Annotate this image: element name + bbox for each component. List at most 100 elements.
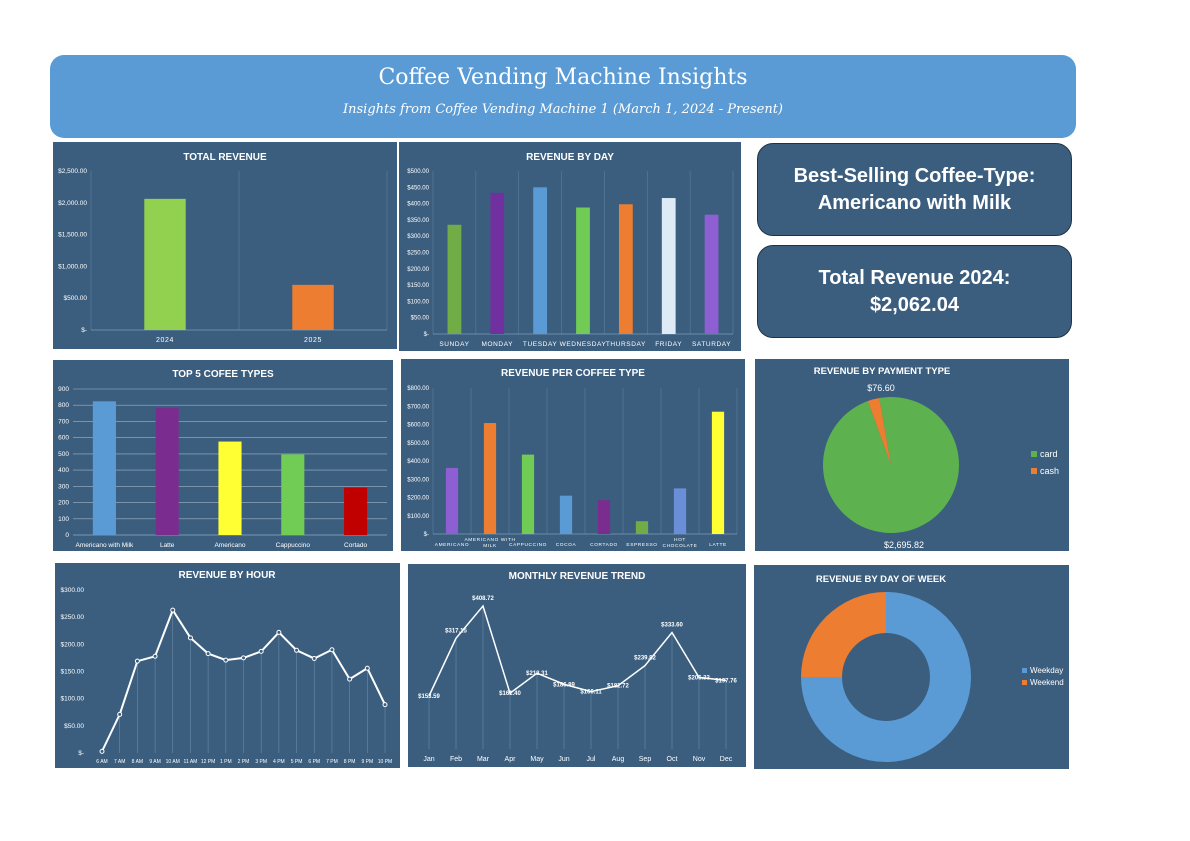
monthly-trend-chart: MONTHLY REVENUE TREND $153.59 $317.15 $408.… [408, 564, 746, 767]
y-tick-label: $- [424, 532, 429, 538]
y-tick-label: 200 [58, 500, 69, 507]
data-point [99, 748, 105, 754]
chart-title: REVENUE BY DAY OF WEEK [816, 574, 946, 585]
category-label: Americano with Milk [76, 542, 135, 549]
category-label: Americano [214, 542, 245, 549]
data-point [117, 711, 123, 717]
total-revenue-value: $2,062.04 [870, 293, 959, 316]
y-tick-label: 300 [58, 483, 69, 490]
y-tick-label: 700 [58, 418, 69, 425]
bar-americano-with-milk [483, 423, 497, 534]
x-tick-label: 12 PM [201, 759, 215, 765]
bar-americano [218, 441, 242, 535]
legend-swatch [1031, 451, 1037, 457]
legend-label: Weekday [1030, 666, 1063, 675]
category-label: 2024 [156, 337, 174, 344]
chart-title: REVENUE PER COFFEE TYPE [501, 368, 645, 379]
bar-latte [711, 411, 725, 534]
pie-slice-cash [867, 398, 891, 465]
category-label: TUESDAY [523, 341, 557, 348]
data-label: $182.72 [607, 684, 629, 690]
y-tick-label: 800 [58, 402, 69, 409]
y-tick-label: $1,500.00 [58, 232, 87, 239]
y-tick-label: $200.00 [407, 267, 429, 273]
bar-2024 [144, 198, 186, 330]
y-tick-label: 100 [58, 516, 69, 523]
data-label: $408.72 [472, 596, 494, 602]
category-label: CORTADO [590, 542, 618, 548]
category-label: FRIDAY [655, 341, 682, 348]
bar-monday [490, 192, 505, 334]
data-label: $333.60 [661, 622, 683, 628]
data-point [347, 676, 353, 682]
day-of-week-svg: REVENUE BY DAY OF WEEK Weekday Weekend [801, 574, 1064, 762]
data-label: $76.60 [867, 383, 895, 393]
bar-americano [445, 467, 459, 534]
bar-tuesday [533, 187, 548, 334]
chart-title: MONTHLY REVENUE TREND [509, 571, 646, 582]
y-tick-label: $2,500.00 [58, 168, 87, 175]
category-label: THURSDAY [606, 341, 646, 348]
y-tick-label: $500.00 [407, 441, 429, 447]
category-label: WEDNESDAY [560, 341, 607, 348]
best-selling-value: Americano with Milk [817, 191, 1012, 214]
top5-coffee-svg: TOP 5 COFEE TYPES 0 100 200 300 400 500 600 700 8… [58, 369, 387, 549]
y-tick-label: $200.00 [407, 496, 429, 502]
x-tick-label: Jun [558, 756, 569, 763]
x-tick-label: 4 PM [273, 759, 285, 765]
data-label: $166.11 [580, 690, 602, 696]
bar-hot-chocolate [673, 488, 687, 534]
x-tick-label: Aug [612, 756, 625, 763]
y-tick-label: $450.00 [407, 185, 429, 191]
x-tick-label: Apr [505, 756, 517, 763]
data-point [329, 647, 335, 653]
data-point [311, 655, 317, 661]
category-label: COCOA [556, 542, 577, 548]
bar-espresso [635, 521, 649, 534]
x-tick-label: Feb [450, 756, 462, 763]
payment-type-svg: REVENUE BY PAYMENT TYPE $76.60 $2,695.82 ca… [814, 366, 1059, 550]
category-label: ESPRESSO [626, 542, 657, 548]
y-tick-label: $700.00 [407, 404, 429, 410]
x-tick-label: 5 PM [291, 759, 303, 765]
bar-sunday [447, 224, 462, 334]
data-label: $2,695.82 [884, 540, 924, 550]
x-tick-label: Sep [639, 756, 652, 763]
day-of-week-chart: REVENUE BY DAY OF WEEK Weekday Weekend [754, 565, 1069, 769]
dashboard-banner: Coffee Vending Machine Insights Insights… [50, 55, 1076, 138]
revenue-by-day-chart: REVENUE BY DAY $- $50.00 $100.00 $150.00 $200… [399, 142, 741, 351]
bar-latte [155, 407, 179, 535]
bar-americano-with-milk [92, 401, 116, 535]
x-tick-label: 3 PM [255, 759, 267, 765]
y-tick-label: $50.00 [64, 723, 84, 730]
y-tick-label: $300.00 [407, 234, 429, 240]
x-tick-label: 9 PM [361, 759, 373, 765]
y-tick-label: $250.00 [407, 251, 429, 257]
y-tick-label: $100.00 [407, 299, 429, 305]
payment-type-chart: REVENUE BY PAYMENT TYPE $76.60 $2,695.82 ca… [755, 359, 1069, 551]
y-tick-label: $200.00 [61, 641, 85, 648]
category-label: MONDAY [481, 341, 513, 348]
bar-wednesday [576, 207, 590, 334]
data-point [241, 655, 246, 661]
x-tick-label: 9 AM [149, 759, 160, 765]
category-label: Cortado [344, 542, 368, 549]
x-tick-label: 8 AM [132, 759, 143, 765]
total-revenue-chart: TOTAL REVENUE $- $500.00 $1,000.00 $1,500.00… [53, 142, 397, 349]
dashboard-title: Coffee Vending Machine Insights [378, 65, 748, 90]
data-point [170, 607, 176, 613]
y-tick-label: $350.00 [407, 218, 429, 224]
x-tick-label: 2 PM [238, 759, 250, 765]
chart-title: REVENUE BY DAY [526, 152, 614, 163]
x-tick-label: 10 PM [378, 759, 392, 765]
data-label: $206.33 [688, 675, 710, 681]
y-tick-label: $800.00 [407, 386, 429, 392]
category-label: SUNDAY [439, 341, 469, 348]
series-line [428, 604, 727, 697]
data-point [134, 658, 140, 664]
legend-swatch [1031, 468, 1037, 474]
legend-label: card [1040, 449, 1058, 459]
best-selling-label: Best-Selling Coffee-Type: [793, 164, 1036, 187]
category-label: Cappuccino [276, 542, 311, 549]
total-revenue-label: Total Revenue 2024: [818, 266, 1011, 289]
